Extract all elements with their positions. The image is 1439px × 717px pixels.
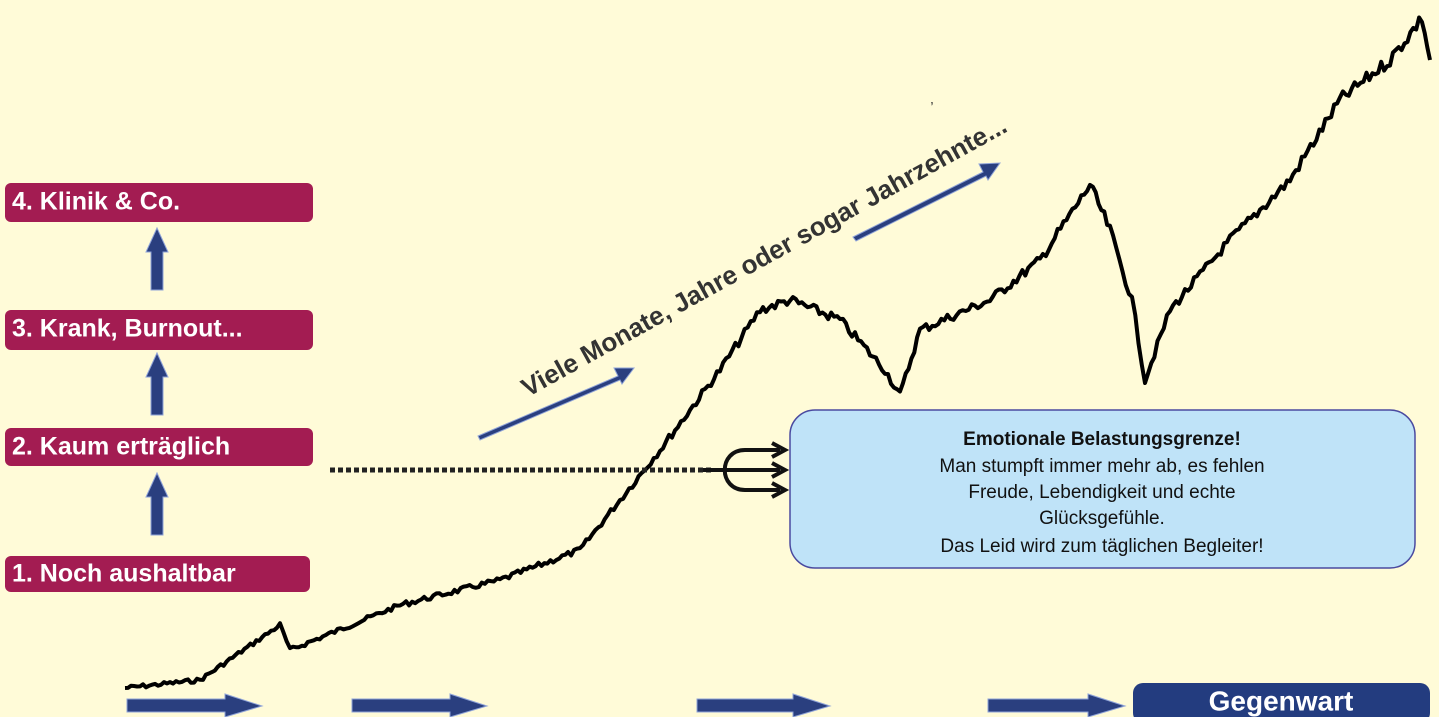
callout-box (789, 409, 1416, 569)
callout-line: Glücksgefühle. (1039, 508, 1165, 529)
up-arrows (145, 226, 169, 536)
stage-label: 2. Kaum erträglich (12, 433, 230, 461)
stage-label: 4. Klinik & Co. (12, 188, 180, 216)
bottom-arrows (126, 693, 1127, 717)
callout-title: Emotionale Belastungsgrenze! (963, 429, 1241, 450)
stage-box (5, 183, 313, 222)
curve (124, 15, 1432, 690)
stage-box (5, 428, 313, 466)
callout-line: Man stumpft immer mehr ab, es fehlen (939, 456, 1264, 477)
stage-label: 1. Noch aushaltbar (12, 560, 236, 588)
stray-mark: , (930, 91, 934, 107)
present-box (1133, 683, 1430, 717)
callout-line: Das Leid wird zum täglichen Begleiter! (940, 536, 1263, 557)
stage-box (5, 556, 310, 592)
callout-line: Freude, Lebendigkeit und echte (968, 482, 1235, 503)
stage-box (5, 310, 313, 350)
present-label: Gegenwart (1209, 685, 1354, 716)
stage-label: 3. Krank, Burnout... (12, 315, 243, 343)
diagonal-arrows (477, 162, 1001, 441)
fork (703, 441, 790, 499)
